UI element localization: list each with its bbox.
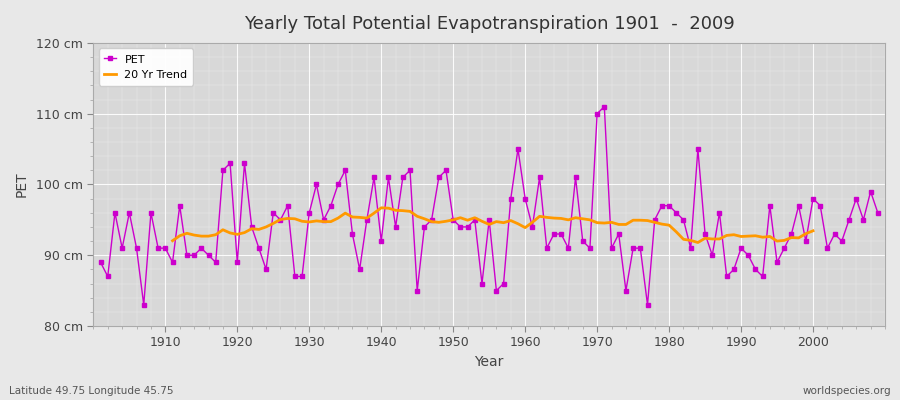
- PET: [520, 196, 531, 201]
- Y-axis label: PET: PET: [15, 172, 29, 197]
- PET: [872, 210, 883, 215]
- 20 Yr Trend: [167, 238, 178, 243]
- 20 Yr Trend: [793, 236, 804, 240]
- PET: [620, 288, 631, 293]
- 20 Yr Trend: [376, 206, 387, 210]
- 20 Yr Trend: [620, 222, 631, 227]
- 20 Yr Trend: [728, 232, 739, 237]
- PET: [95, 260, 106, 265]
- Line: 20 Yr Trend: 20 Yr Trend: [173, 208, 813, 242]
- PET: [160, 246, 171, 250]
- PET: [598, 104, 609, 109]
- X-axis label: Year: Year: [474, 355, 504, 369]
- 20 Yr Trend: [254, 227, 265, 232]
- Line: PET: PET: [98, 104, 880, 307]
- Title: Yearly Total Potential Evapotranspiration 1901  -  2009: Yearly Total Potential Evapotranspiratio…: [244, 15, 734, 33]
- 20 Yr Trend: [714, 236, 724, 241]
- PET: [319, 218, 329, 222]
- Text: worldspecies.org: worldspecies.org: [803, 386, 891, 396]
- Legend: PET, 20 Yr Trend: PET, 20 Yr Trend: [99, 48, 194, 86]
- PET: [139, 302, 149, 307]
- 20 Yr Trend: [692, 240, 703, 245]
- 20 Yr Trend: [362, 216, 373, 220]
- PET: [362, 218, 373, 222]
- Text: Latitude 49.75 Longitude 45.75: Latitude 49.75 Longitude 45.75: [9, 386, 174, 396]
- 20 Yr Trend: [807, 228, 818, 233]
- PET: [527, 224, 538, 229]
